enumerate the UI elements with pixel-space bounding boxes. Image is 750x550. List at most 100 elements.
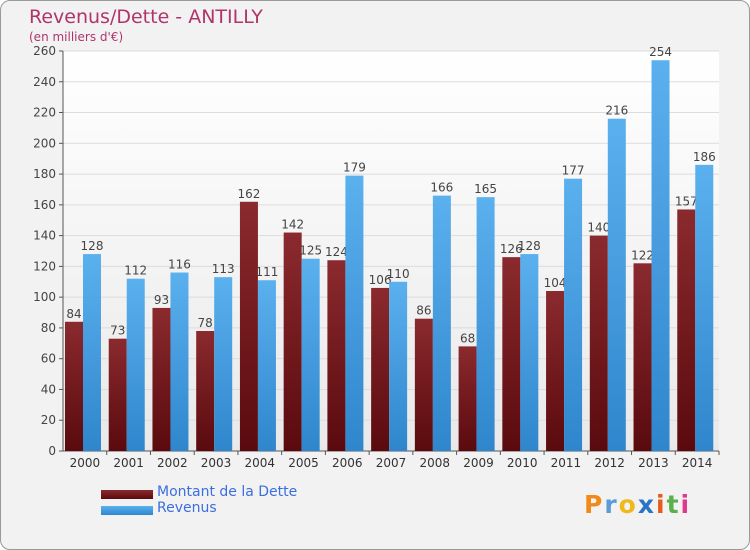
logo-letter: o <box>618 490 638 519</box>
data-label-revenus: 128 <box>81 239 104 253</box>
y-tick-label: 160 <box>33 198 56 212</box>
data-label-dette: 157 <box>675 194 698 208</box>
bar-revenus <box>564 178 583 451</box>
bar-dette <box>196 331 215 451</box>
data-label-dette: 93 <box>154 293 169 307</box>
y-tick-label: 180 <box>33 167 56 181</box>
data-label-dette: 104 <box>544 276 567 290</box>
bar-revenus <box>83 254 101 451</box>
data-label-revenus: 179 <box>343 161 366 175</box>
x-tick-label: 2005 <box>288 456 319 470</box>
bar-dette <box>414 318 433 451</box>
data-label-revenus: 216 <box>605 104 628 118</box>
data-label-dette: 142 <box>281 218 304 232</box>
x-tick-label: 2013 <box>638 456 669 470</box>
x-tick-label: 2009 <box>463 456 494 470</box>
bar-dette <box>108 338 127 451</box>
y-tick-label: 240 <box>33 75 56 89</box>
bar-dette <box>152 307 171 451</box>
data-label-revenus: 110 <box>387 267 410 281</box>
bar-revenus <box>520 254 539 451</box>
data-label-dette: 68 <box>460 331 475 345</box>
y-tick-label: 20 <box>41 413 56 427</box>
data-label-dette: 140 <box>587 221 610 235</box>
bar-revenus <box>345 175 364 451</box>
y-tick-label: 0 <box>48 444 56 458</box>
data-label-revenus: 165 <box>474 182 497 196</box>
chart-subtitle: (en milliers d'€) <box>29 30 124 44</box>
legend-swatch-dette <box>101 490 153 499</box>
x-tick-label: 2002 <box>157 456 188 470</box>
x-tick-label: 2012 <box>594 456 625 470</box>
bar-revenus <box>214 277 233 451</box>
bar-dette <box>502 257 521 451</box>
bar-revenus <box>301 258 320 451</box>
y-tick-label: 260 <box>33 44 56 58</box>
data-label-revenus: 128 <box>518 239 541 253</box>
data-label-dette: 86 <box>416 304 431 318</box>
data-label-revenus: 111 <box>255 265 278 279</box>
data-label-dette: 106 <box>369 273 392 287</box>
logo-letter: r <box>604 490 619 519</box>
x-tick-label: 2003 <box>201 456 232 470</box>
legend-swatch-revenus <box>101 506 153 515</box>
data-label-dette: 84 <box>66 307 81 321</box>
data-label-revenus: 166 <box>430 181 453 195</box>
x-tick-label: 2011 <box>551 456 582 470</box>
y-tick-label: 100 <box>33 290 56 304</box>
bar-revenus <box>651 60 670 451</box>
logo-letter: x <box>637 490 656 519</box>
bar-revenus <box>695 164 714 451</box>
y-tick-label: 200 <box>33 136 56 150</box>
data-label-revenus: 116 <box>168 258 191 272</box>
logo-letter: i <box>656 490 667 519</box>
bar-revenus <box>257 280 276 451</box>
y-tick-label: 220 <box>33 106 56 120</box>
y-tick-label: 140 <box>33 229 56 243</box>
y-tick-label: 120 <box>33 259 56 273</box>
chart-title: Revenus/Dette - ANTILLY <box>29 6 263 28</box>
data-label-dette: 78 <box>198 316 213 330</box>
bar-dette <box>458 346 477 451</box>
y-tick-label: 80 <box>41 321 56 335</box>
data-label-dette: 126 <box>500 242 523 256</box>
data-label-revenus: 186 <box>693 150 716 164</box>
data-label-dette: 122 <box>631 248 654 262</box>
logo-letter: t <box>666 490 681 519</box>
logo-letter: i <box>680 490 692 519</box>
data-label-dette: 73 <box>110 324 125 338</box>
bar-dette <box>677 209 696 451</box>
x-tick-label: 2014 <box>682 456 713 470</box>
x-tick-label: 2004 <box>245 456 276 470</box>
x-tick-label: 2010 <box>507 456 538 470</box>
y-tick-label: 60 <box>41 352 56 366</box>
bar-dette <box>589 235 608 451</box>
logo-letter: P <box>584 490 605 519</box>
x-tick-label: 2001 <box>113 456 144 470</box>
bar-dette <box>327 260 346 451</box>
data-label-revenus: 125 <box>299 244 322 258</box>
y-tick-label: 40 <box>41 382 56 396</box>
data-label-revenus: 254 <box>649 45 672 59</box>
x-tick-label: 2006 <box>332 456 363 470</box>
bar-dette <box>65 321 83 451</box>
proxiti-logo: Proxiti <box>584 490 691 519</box>
bar-revenus <box>607 118 626 451</box>
x-tick-label: 2000 <box>70 456 101 470</box>
data-label-revenus: 113 <box>212 262 235 276</box>
legend-label-revenus: Revenus <box>157 500 217 516</box>
x-tick-label: 2008 <box>419 456 450 470</box>
bar-revenus <box>476 197 495 451</box>
bar-revenus <box>170 272 189 451</box>
data-label-dette: 124 <box>325 245 348 259</box>
x-tick-label: 2007 <box>376 456 407 470</box>
data-label-dette: 162 <box>237 187 260 201</box>
bar-revenus <box>126 278 145 451</box>
data-label-revenus: 177 <box>562 164 585 178</box>
bar-dette <box>371 287 390 451</box>
bar-revenus <box>432 195 451 451</box>
bar-revenus <box>389 281 408 451</box>
bar-dette <box>239 201 258 451</box>
